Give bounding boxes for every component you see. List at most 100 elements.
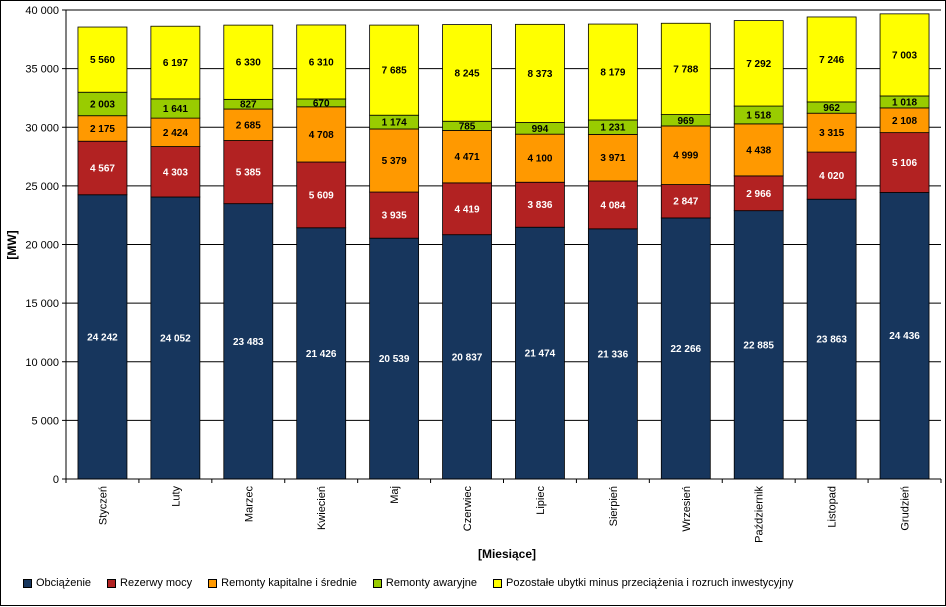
bar-segment [296, 24, 347, 100]
x-axis-title: [Miesiące] [478, 547, 536, 561]
bar-segment [223, 24, 274, 100]
y-tick-label: 5 000 [31, 415, 59, 427]
bar-segment [515, 23, 565, 123]
legend: Obciążenie Rezerwy mocy Remonty kapitalne … [23, 577, 809, 589]
x-tick-label: Marzec [243, 486, 255, 523]
x-tick-label: Kwiecień [316, 486, 328, 530]
y-tick-label: 20 000 [25, 240, 59, 252]
bar-segment [150, 196, 201, 480]
y-tick-label: 0 [53, 474, 59, 486]
legend-item: Remonty awaryjne [372, 577, 477, 589]
bar-segment [442, 24, 492, 122]
legend-label: Obciążenie [36, 577, 92, 589]
data-label: 994 [532, 124, 549, 135]
data-label: 1 018 [892, 97, 917, 108]
data-label: 3 971 [600, 153, 625, 164]
legend-item: Pozostałe ubytki minus przeciążenia i ro… [493, 577, 793, 589]
x-tick-label: Czerwiec [462, 486, 474, 532]
data-label: 7 788 [673, 64, 698, 75]
bar-segment [879, 107, 930, 134]
bar-segment [806, 16, 857, 103]
bar-segment [733, 210, 784, 480]
data-label: 4 084 [600, 200, 625, 211]
bar-segment [77, 115, 128, 142]
legend-label: Remonty kapitalne i średnie [221, 577, 357, 589]
data-label: 2 003 [90, 99, 115, 110]
x-tick-label: Listopad [827, 486, 839, 528]
bar-segment [660, 184, 711, 219]
bar-segment [296, 227, 347, 480]
data-label: 4 020 [819, 171, 844, 182]
x-tick-label: Grudzień [900, 486, 912, 531]
data-label: 5 106 [892, 158, 917, 169]
bar-segment [733, 20, 784, 107]
data-label: 827 [240, 100, 257, 111]
bar-segment [369, 24, 420, 116]
data-label: 2 424 [163, 128, 188, 139]
data-label: 2 685 [236, 120, 261, 131]
bar-segment [442, 182, 492, 236]
data-label: 1 174 [382, 118, 407, 129]
legend-item: Remonty kapitalne i średnie [208, 577, 357, 589]
legend-label: Pozostałe ubytki minus przeciążenia i ro… [506, 577, 794, 589]
data-label: 24 436 [889, 331, 920, 342]
y-tick-label: 30 000 [25, 122, 59, 134]
data-label: 1 518 [746, 110, 771, 121]
x-tick-label: Maj [389, 486, 401, 504]
bar-segment [515, 226, 565, 480]
data-label: 6 310 [309, 57, 334, 68]
bar-segment [806, 198, 857, 480]
data-label: 969 [677, 116, 694, 127]
y-tick-label: 10 000 [25, 357, 59, 369]
bars: 24 242 4 567 2 175 2 003 5 560 24 052 4 303 2 4… [77, 13, 930, 480]
data-label: 23 863 [816, 335, 847, 346]
data-label: 22 266 [670, 344, 701, 355]
data-label: 20 539 [379, 354, 410, 365]
axes: 0 5 000 10 000 15 000 20 000 25 000 30 000 35 0… [25, 5, 942, 543]
legend-item: Rezerwy mocy [107, 577, 192, 589]
bar-segment [660, 22, 711, 115]
y-tick-label: 35 000 [25, 64, 59, 76]
bar-segment [223, 108, 274, 141]
data-label: 962 [823, 103, 840, 114]
bar-segment [77, 140, 128, 196]
data-label: 5 379 [382, 156, 407, 167]
data-label: 785 [459, 121, 476, 132]
x-tick-label: Luty [170, 486, 182, 507]
x-tick-label: Wrzesień [681, 486, 693, 532]
bar-segment [296, 106, 347, 163]
data-label: 21 336 [598, 349, 629, 360]
y-axis-title: [MW] [5, 230, 19, 259]
bar-segment [879, 192, 930, 480]
bar-segment [587, 180, 638, 230]
data-label: 2 175 [90, 124, 115, 135]
data-label: 4 708 [309, 130, 334, 141]
x-tick-label: Październik [754, 486, 766, 543]
data-label: 1 231 [600, 123, 625, 134]
data-label: 24 052 [160, 333, 191, 344]
bar-segment [587, 228, 638, 480]
bar-segment [515, 181, 565, 228]
data-label: 1 641 [163, 104, 188, 115]
bar-segment [369, 237, 420, 480]
bar-segment [223, 140, 274, 205]
bar-segment [369, 128, 420, 193]
data-label: 5 560 [90, 55, 115, 66]
data-label: 22 885 [743, 340, 774, 351]
data-label: 7 246 [819, 55, 844, 66]
bar-segment [77, 26, 128, 93]
data-label: 4 999 [673, 151, 698, 162]
bar-segment [879, 13, 930, 97]
bar-segment [806, 151, 857, 200]
legend-swatch [23, 578, 32, 588]
y-tick-label: 15 000 [25, 298, 59, 310]
legend-swatch [107, 578, 117, 588]
data-label: 7 685 [382, 66, 407, 77]
data-label: 8 179 [600, 68, 625, 79]
data-label: 670 [313, 98, 330, 109]
data-label: 4 438 [746, 145, 771, 156]
data-label: 3 935 [382, 211, 407, 222]
data-label: 4 567 [90, 163, 115, 174]
data-label: 4 303 [163, 167, 188, 178]
